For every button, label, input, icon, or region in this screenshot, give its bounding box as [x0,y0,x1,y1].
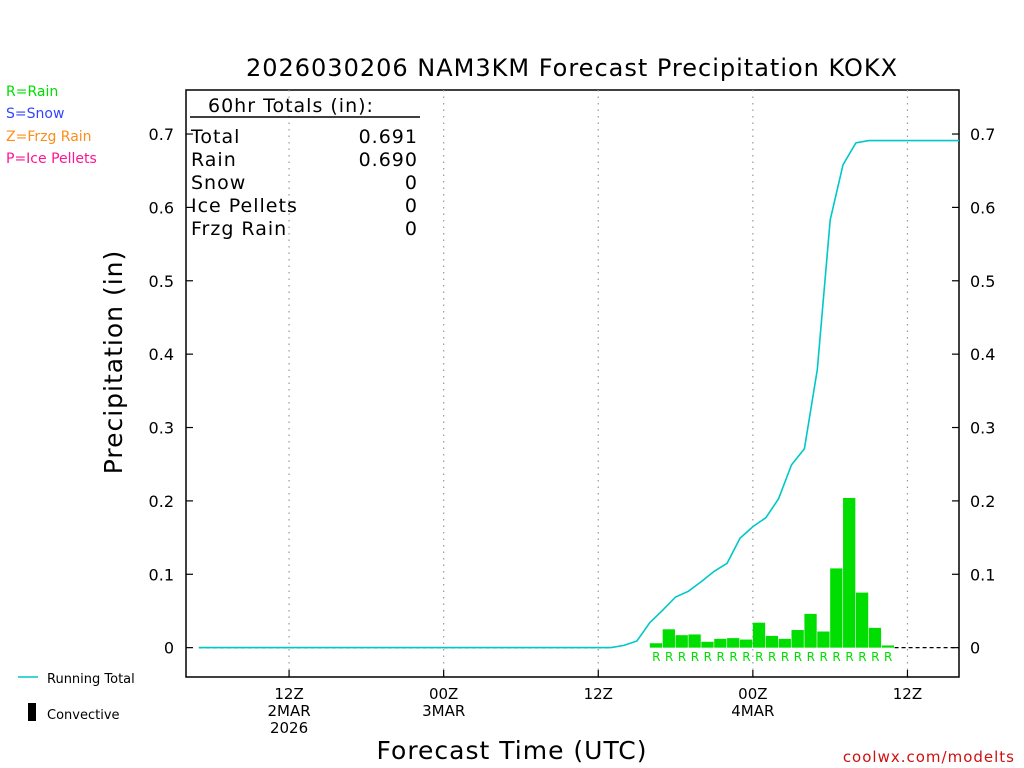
precip-marker-13: R [820,650,828,664]
rain-bar-5 [714,638,727,648]
y-tick-label-right-7: 0.7 [970,125,995,144]
precip-marker-15: R [845,650,853,664]
bottom-legend: Running Total Convective [18,672,135,723]
rain-bar-18 [881,645,894,648]
running-total-legend-label: Running Total [47,672,135,687]
totals-header: 60hr Totals (in): [208,95,374,117]
precip-marker-11: R [794,650,802,664]
y-tick-label-right-3: 0.3 [970,419,995,438]
precip-marker-3: R [691,650,699,664]
precip-marker-12: R [807,650,815,664]
rain-bar-10 [778,638,791,648]
rain-bar-0 [649,643,663,648]
totals-row-value-3: 0 [405,195,418,217]
rain-bar-12 [804,613,817,648]
x-tick-label-1-1: 3MAR [422,702,465,720]
rain-bar-8 [752,622,766,648]
rain-bar-15 [843,497,856,648]
y-tick-label-left-0: 0 [164,639,174,658]
legend-frzg-rain: Z=Frzg Rain [6,129,92,145]
running-total-series [198,139,959,649]
rain-bar-4 [701,641,714,648]
precip-marker-1: R [665,650,673,664]
rain-bar-3 [688,634,701,648]
x-tick-label-0-2: 2026 [270,719,308,737]
rain-bar-1 [662,629,675,648]
legend-rain: R=Rain [6,84,58,100]
totals-row-value-0: 0.691 [359,126,418,148]
convective-legend-label: Convective [47,708,120,723]
y-tick-label-right-1: 0.1 [970,565,995,584]
rain-bar-17 [868,627,882,648]
totals-row-label-2: Snow [191,172,246,194]
rain-bar-6 [727,638,740,648]
totals-row-label-3: Ice Pellets [191,195,298,217]
precip-marker-9: R [768,650,776,664]
y-tick-label-left-4: 0.4 [149,345,174,364]
precip-type-legend: R=Rain S=Snow Z=Frzg Rain P=Ice Pellets [6,84,97,167]
precip-marker-6: R [729,650,737,664]
watermark: coolwx.com/modelts [843,748,1015,766]
precip-marker-4: R [704,650,712,664]
grid-lines [288,90,909,677]
totals-row-value-1: 0.690 [359,149,418,171]
y-tick-label-left-2: 0.2 [149,492,174,511]
legend-ice-pellets: P=Ice Pellets [6,151,97,167]
x-axis-label: Forecast Time (UTC) [377,736,648,765]
x-tick-label-3-0: 00Z [738,685,767,703]
rain-bar-9 [765,635,779,648]
precip-marker-2: R [678,650,686,664]
rain-bars [649,497,894,648]
rain-bar-14 [830,568,843,648]
totals-row-value-4: 0 [405,218,418,240]
totals-row-label-1: Rain [191,149,237,171]
plot-frame [185,89,960,678]
y-axis-ticks: 0 00.1 0.10.2 0.20.3 0.30.4 0.40.5 0.50.6 0.60.… [149,125,996,658]
x-tick-label-0-0: 12Z [274,685,303,703]
precip-marker-5: R [716,650,724,664]
precip-marker-8: R [755,650,763,664]
y-tick-label-right-5: 0.5 [970,272,995,291]
rain-bar-2 [675,635,688,648]
y-tick-label-right-0: 0 [970,639,980,658]
rain-bar-13 [817,631,830,648]
y-tick-label-left-5: 0.5 [149,272,174,291]
totals-box: 60hr Totals (in): Total 0.691 Rain 0.690 Sno… [190,95,420,240]
y-tick-label-left-3: 0.3 [149,419,174,438]
precip-marker-10: R [781,650,789,664]
running-total-line [198,139,959,649]
totals-row-value-2: 0 [405,172,418,194]
precip-marker-0: R [652,650,660,664]
x-tick-label-1-0: 00Z [429,685,458,703]
y-tick-label-right-2: 0.2 [970,492,995,511]
y-tick-label-left-6: 0.6 [149,198,174,217]
x-tick-label-4-0: 12Z [893,685,922,703]
legend-snow: S=Snow [6,106,64,122]
x-tick-label-2-0: 12Z [584,685,613,703]
precip-marker-18: R [884,650,892,664]
totals-row-label-4: Frzg Rain [191,218,287,240]
x-tick-label-3-1: 4MAR [731,702,774,720]
convective-legend-swatch [28,703,36,721]
rain-bar-11 [791,630,804,648]
rain-bar-7 [739,639,753,648]
y-tick-label-right-6: 0.6 [970,198,995,217]
y-axis-label: Precipitation (in) [99,250,128,475]
rain-bar-16 [855,592,869,648]
chart-title: 2026030206 NAM3KM Forecast Precipitation… [246,54,898,82]
y-tick-label-left-7: 0.7 [149,125,174,144]
precip-marker-16: R [858,650,866,664]
totals-row-label-0: Total [190,126,240,148]
y-tick-label-left-1: 0.1 [149,565,174,584]
x-tick-label-0-1: 2MAR [267,702,310,720]
y-tick-label-right-4: 0.4 [970,345,995,364]
precip-marker-14: R [832,650,840,664]
precip-marker-17: R [871,650,879,664]
precip-marker-7: R [742,650,750,664]
